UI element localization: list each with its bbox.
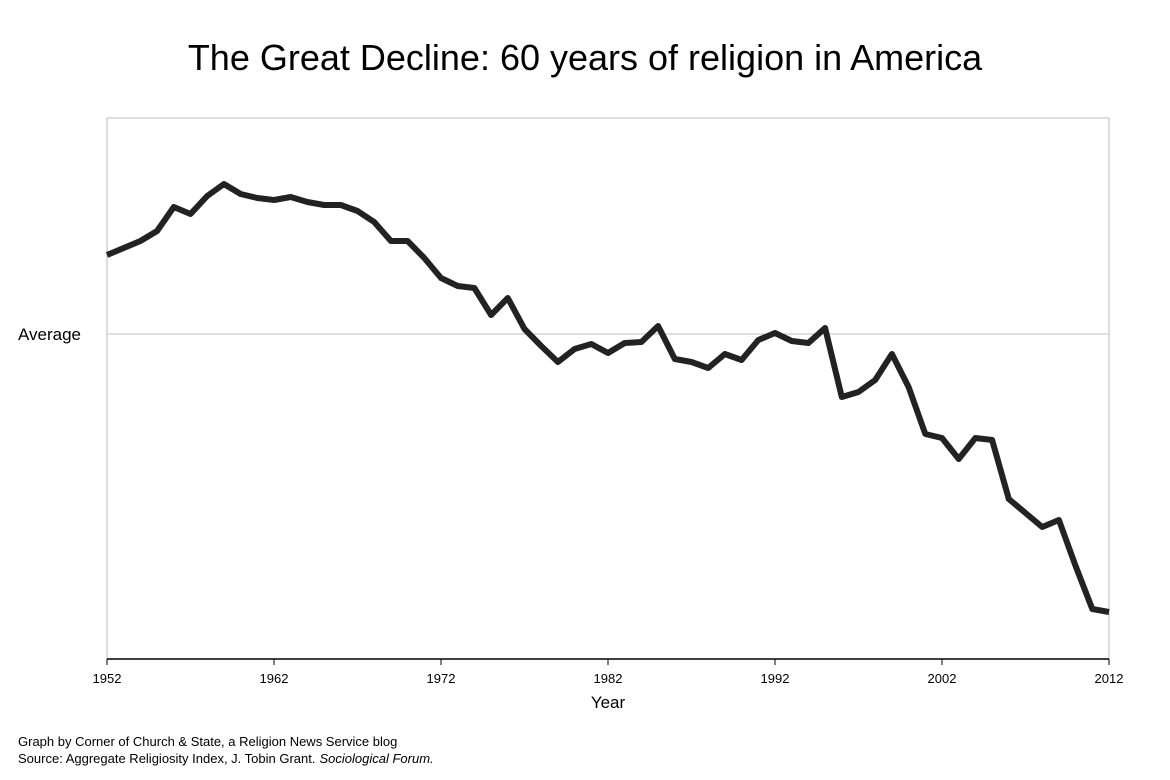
x-tick-label: 2002 bbox=[928, 671, 957, 686]
x-axis-label: Year bbox=[591, 693, 626, 712]
x-tick-label: 1962 bbox=[260, 671, 289, 686]
y-tick-label: Average bbox=[18, 325, 81, 344]
data-line bbox=[105, 181, 1110, 615]
x-tick-label: 1952 bbox=[93, 671, 122, 686]
x-tick-label: 1982 bbox=[594, 671, 623, 686]
source: Source: Aggregate Religiosity Index, J. … bbox=[18, 751, 434, 766]
chart-title: The Great Decline: 60 years of religion … bbox=[188, 37, 983, 78]
credit: Graph by Corner of Church & State, a Rel… bbox=[18, 734, 397, 749]
source-italic: Sociological Forum. bbox=[319, 751, 433, 766]
x-tick-label: 2012 bbox=[1095, 671, 1124, 686]
x-tick-label: 1992 bbox=[761, 671, 790, 686]
x-tick-label: 1972 bbox=[427, 671, 456, 686]
source-text: Source: Aggregate Religiosity Index, J. … bbox=[18, 751, 315, 766]
